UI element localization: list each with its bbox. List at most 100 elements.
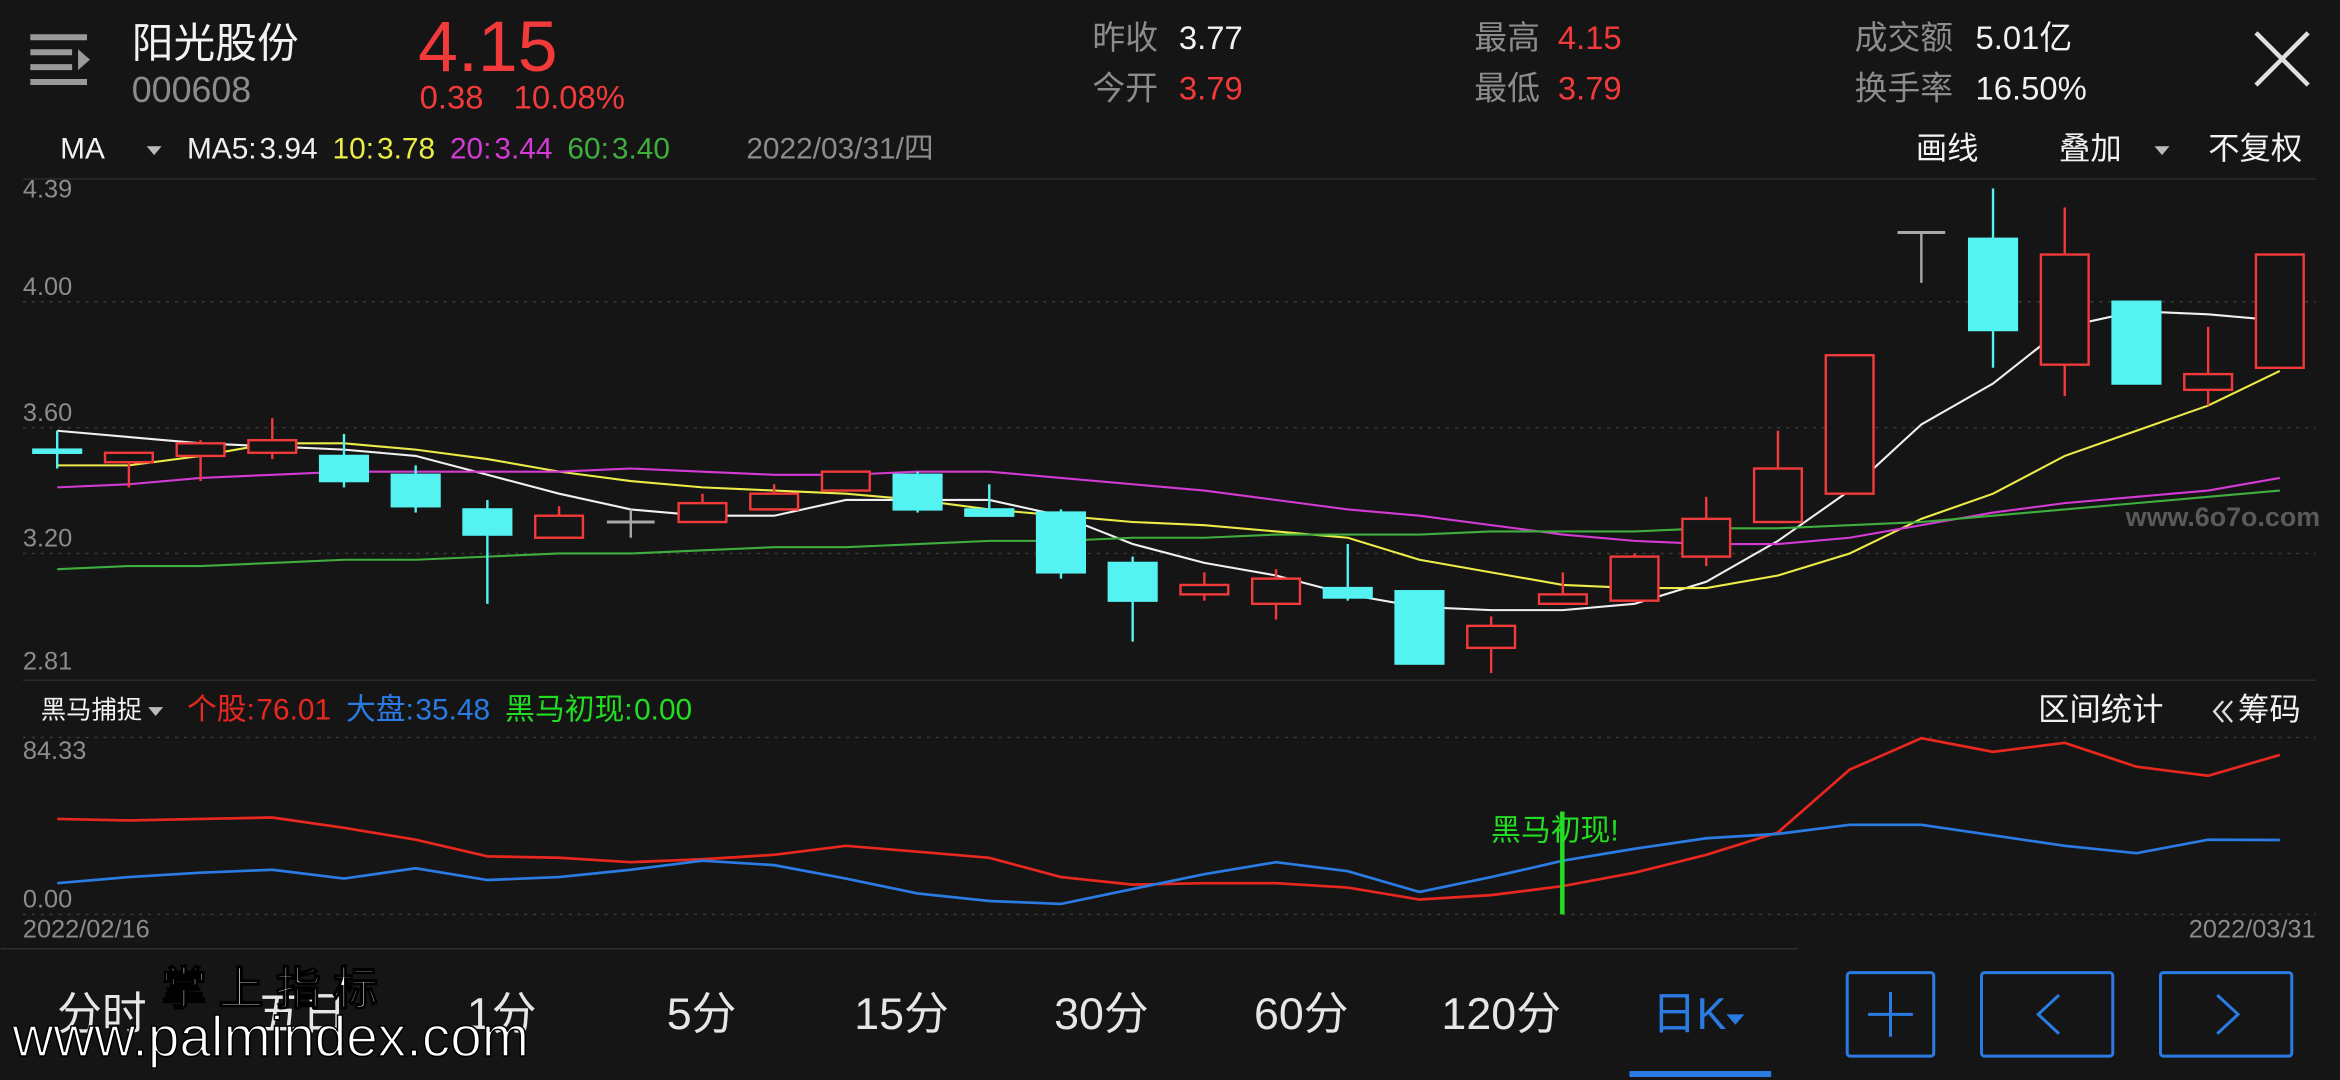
- candle-body: [462, 508, 513, 536]
- overlay-button[interactable]: 叠加: [2059, 131, 2122, 166]
- dropdown-arrow: [1726, 1014, 1745, 1025]
- indicator-legend-name: 个股:: [187, 693, 255, 726]
- period-tab[interactable]: 30分: [1054, 989, 1149, 1039]
- candle-body: [1537, 593, 1588, 606]
- stat-value: 3.79: [1558, 70, 1622, 107]
- period-tabs: 分时 五日 1分 5分 15分 30分 60分 120分 日K: [57, 989, 1745, 1039]
- candle-body: [820, 470, 871, 492]
- candle-body: [318, 454, 370, 483]
- stat-label: 成交额: [1855, 19, 1953, 56]
- ma-line: [57, 489, 2280, 571]
- candle-body: [1466, 624, 1517, 650]
- candle-body: [1322, 586, 1373, 599]
- candle-body: [390, 473, 441, 508]
- dropdown-arrow[interactable]: [148, 707, 164, 717]
- indicator-legend-value: 0.00: [634, 693, 692, 726]
- candle-body: [1250, 577, 1302, 606]
- start-date: 2022/02/16: [23, 916, 150, 944]
- indicator-legend-name: 黑马初现:: [505, 693, 633, 726]
- candle-body: [964, 508, 1015, 517]
- range-stats-button[interactable]: 区间统计: [2038, 692, 2163, 727]
- candle-body: [1681, 517, 1732, 558]
- end-date: 2022/03/31: [2189, 916, 2316, 944]
- period-tab[interactable]: 15分: [854, 989, 949, 1039]
- ma-legend-value: 3.78: [377, 133, 435, 166]
- kline-chart: 4.39 4.00 3.60 3.20 2.81: [22, 176, 2316, 675]
- menu-icon[interactable]: [30, 34, 90, 86]
- candle-body: [677, 501, 728, 524]
- site-watermark: www.6o7o.com: [2125, 502, 2320, 532]
- dropdown-arrow[interactable]: [146, 146, 162, 156]
- candle-body: [2039, 253, 2090, 366]
- candle-body: [892, 473, 943, 511]
- dropdown-arrow[interactable]: [2154, 146, 2170, 156]
- stat-value: 5.01亿: [1976, 19, 2073, 56]
- y-tick-label: 2.81: [23, 647, 72, 675]
- indicator-legend: 个股: 76.01 大盘: 35.48 黑马初现: 0.00: [187, 693, 692, 726]
- y-tick-label: 4.39: [23, 176, 72, 204]
- y-tick-label: 3.20: [23, 525, 72, 553]
- ma-legend-value: 3.40: [612, 133, 670, 166]
- zoom-in-button[interactable]: [1845, 971, 1936, 1058]
- draw-button[interactable]: 画线: [1916, 131, 1979, 166]
- ma-legend-name: MA5:: [187, 133, 257, 166]
- indicator-line: [57, 736, 2281, 901]
- stat-value: 4.15: [1558, 19, 1622, 56]
- candle-body: [2254, 253, 2305, 370]
- period-tab[interactable]: 120分: [1441, 989, 1560, 1039]
- prev-button[interactable]: [1980, 971, 2115, 1058]
- y-tick-label: 0.00: [23, 886, 72, 914]
- signal-label: 黑马初现!: [1491, 814, 1619, 847]
- ma-line: [57, 310, 2280, 612]
- y-tick-label: 3.60: [23, 399, 72, 427]
- indicator-title[interactable]: 黑马捕捉: [41, 696, 142, 724]
- next-button[interactable]: [2159, 971, 2294, 1058]
- chevron-icon[interactable]: [2212, 700, 2234, 723]
- candle-body: [1609, 555, 1660, 602]
- candle-body: [1394, 590, 1445, 665]
- stat-value: 3.77: [1179, 19, 1243, 56]
- indicator-legend-value: 76.01: [256, 693, 331, 726]
- candle-body: [1752, 467, 1804, 524]
- candle-body: [1107, 561, 1158, 602]
- period-tab[interactable]: 60分: [1254, 989, 1349, 1039]
- period-tab[interactable]: 分时: [57, 989, 147, 1039]
- indicator-chart: 84.33 0.00 黑马初现!: [22, 736, 2316, 916]
- indicator-legend-name: 大盘:: [346, 693, 414, 726]
- stat-value: 16.50%: [1976, 70, 2087, 107]
- stat-label: 昨收: [1092, 19, 1158, 56]
- adjust-button[interactable]: 不复权: [2208, 131, 2302, 166]
- stat-label: 最高: [1474, 19, 1540, 56]
- stock-name: 阳光股份: [132, 19, 299, 66]
- y-tick-label: 84.33: [23, 737, 86, 765]
- indicator-legend-value: 35.48: [415, 693, 490, 726]
- stock-code: 000608: [132, 70, 251, 110]
- ma-line: [57, 370, 2281, 590]
- period-tab[interactable]: 5分: [667, 989, 737, 1039]
- ma-legend-value: 3.94: [260, 133, 318, 166]
- period-tab[interactable]: 五日: [257, 989, 347, 1039]
- watermark: www.palmindex.com: [11, 1006, 529, 1069]
- indicator-select[interactable]: MA: [60, 133, 105, 166]
- candle-body: [1035, 511, 1087, 574]
- ma-legend-value: 3.44: [494, 133, 552, 166]
- candle-body: [1824, 354, 1875, 495]
- candle-body: [247, 438, 298, 454]
- candle-body: [2183, 372, 2234, 392]
- close-button[interactable]: [2254, 31, 2310, 87]
- chips-button[interactable]: 筹码: [2238, 692, 2301, 727]
- period-tab[interactable]: 日K: [1652, 989, 1727, 1039]
- tab-underline: [1629, 1071, 1772, 1078]
- ma-legend-name: 20:: [450, 133, 491, 166]
- period-tab[interactable]: 1分: [467, 989, 537, 1039]
- stat-label: 最低: [1474, 70, 1540, 107]
- stat-label: 换手率: [1855, 70, 1953, 107]
- candle-body: [534, 514, 585, 539]
- indicator-line: [57, 823, 2280, 906]
- y-tick-label: 4.00: [23, 273, 72, 301]
- ma-line: [57, 467, 2281, 546]
- candle-body: [103, 451, 154, 464]
